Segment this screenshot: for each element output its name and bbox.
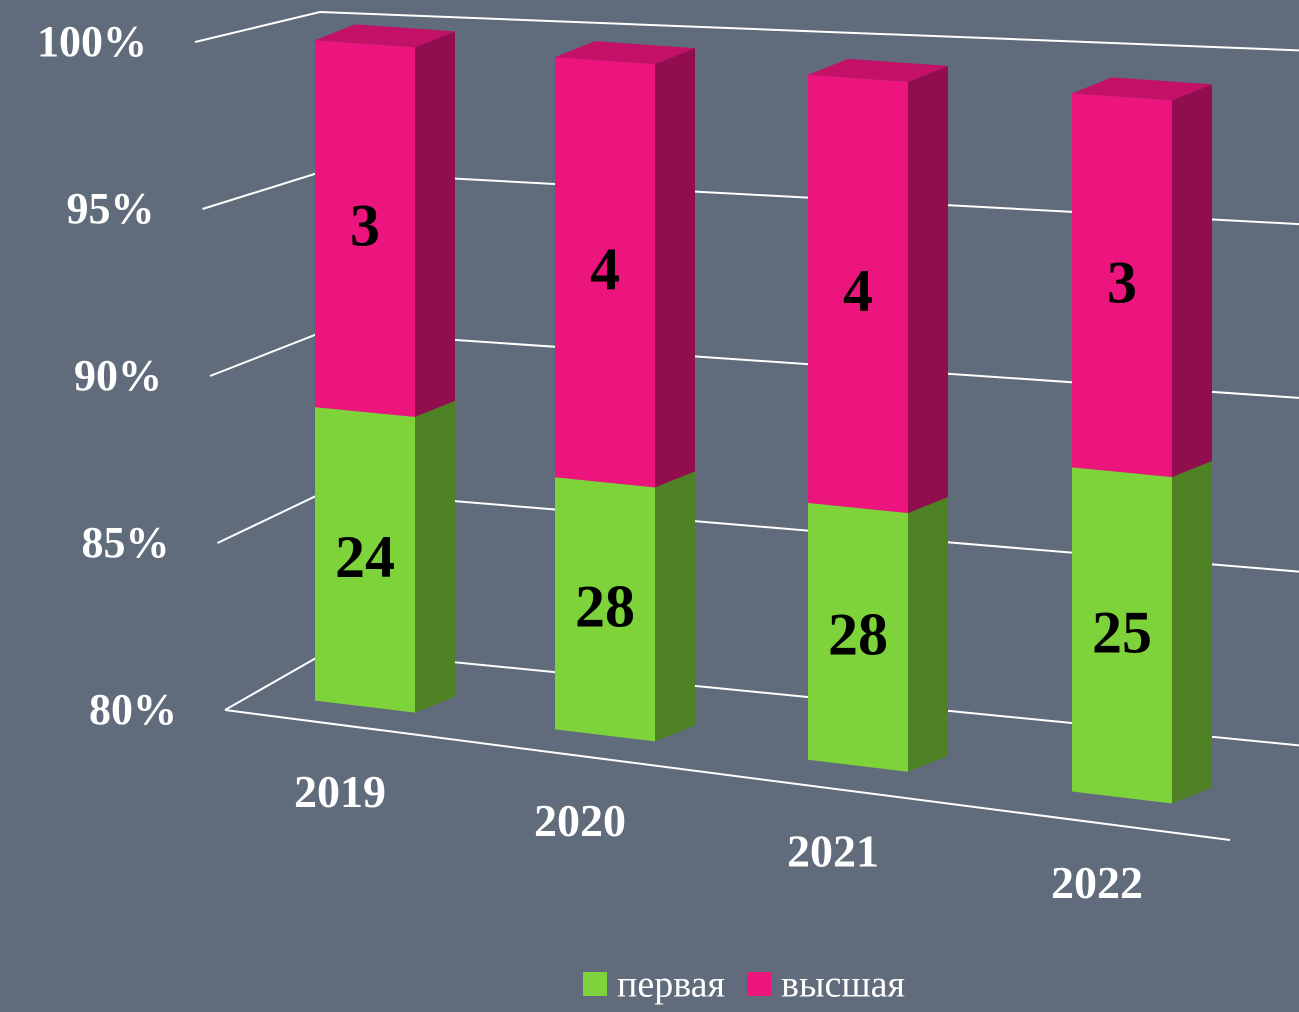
y-tick-label: 80% xyxy=(89,685,177,734)
bar xyxy=(315,407,415,713)
bar-side xyxy=(908,497,948,772)
data-label: 3 xyxy=(1107,249,1137,315)
y-tick-label: 100% xyxy=(37,17,147,66)
bar xyxy=(808,502,908,772)
bar-side xyxy=(1172,84,1212,478)
x-tick-label: 2020 xyxy=(534,795,626,846)
y-tick-label: 95% xyxy=(67,184,155,233)
x-tick-label: 2019 xyxy=(294,766,386,817)
bar-top xyxy=(808,58,948,82)
x-tick-label: 2022 xyxy=(1051,857,1143,908)
grid-line xyxy=(194,10,1299,52)
legend-swatch xyxy=(583,972,607,996)
bar-side xyxy=(655,471,695,742)
data-label: 4 xyxy=(590,236,620,302)
data-label: 25 xyxy=(1092,600,1152,666)
data-label: 24 xyxy=(335,524,395,590)
bar xyxy=(555,477,655,742)
bar-side xyxy=(1172,461,1212,804)
data-label: 28 xyxy=(828,602,888,668)
floor-line xyxy=(224,709,1231,841)
legend-label: первая xyxy=(617,964,725,1006)
bar xyxy=(555,57,655,488)
x-tick-label: 2021 xyxy=(787,825,879,876)
bar xyxy=(1072,93,1172,478)
bar-side xyxy=(415,400,455,713)
data-label: 4 xyxy=(843,258,873,324)
bar xyxy=(315,40,415,417)
bar-side xyxy=(655,48,695,488)
bar xyxy=(1072,467,1172,804)
bar-top xyxy=(1072,77,1212,101)
y-tick-label: 85% xyxy=(82,518,170,567)
bar-top xyxy=(315,24,455,48)
bar xyxy=(808,74,908,514)
bar-side xyxy=(415,31,455,417)
y-tick-label: 90% xyxy=(74,351,162,400)
legend-swatch xyxy=(747,972,771,996)
data-label: 28 xyxy=(575,574,635,640)
bar-top xyxy=(555,41,695,65)
legend-label: высшая xyxy=(781,964,905,1006)
data-label: 3 xyxy=(350,193,380,259)
bar-side xyxy=(908,65,948,514)
